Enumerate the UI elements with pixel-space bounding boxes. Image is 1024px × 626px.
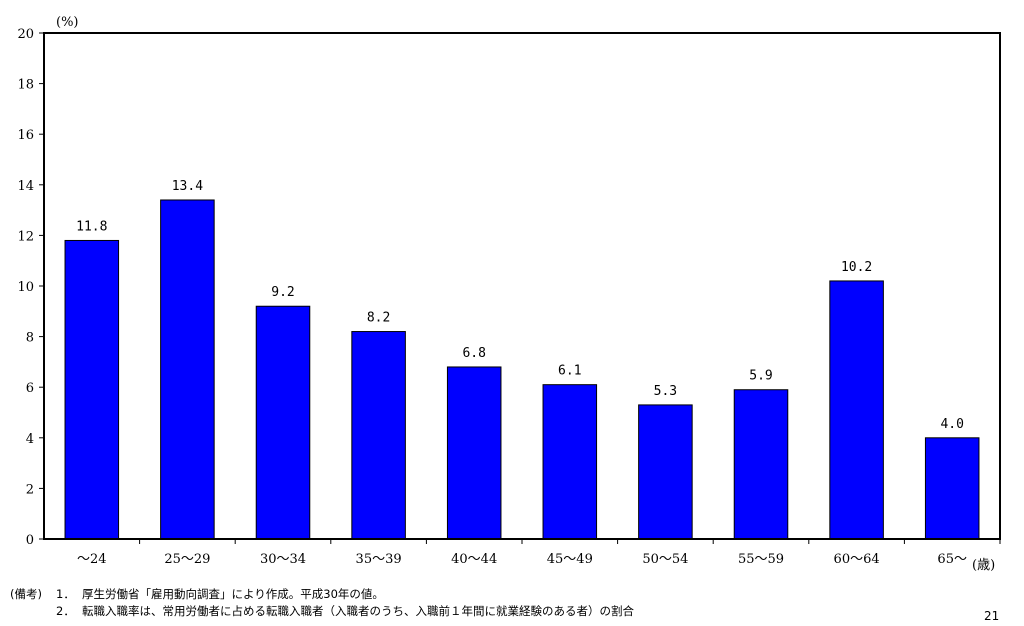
data-label: 6.1 xyxy=(558,364,581,379)
y-tick-label: 6 xyxy=(26,381,34,396)
data-label: 5.3 xyxy=(654,384,677,399)
footnote-tag: (備考) xyxy=(10,587,42,601)
data-label: 8.2 xyxy=(367,311,390,326)
data-label: 10.2 xyxy=(841,260,872,275)
bar xyxy=(829,280,884,540)
x-tick-label: 25～29 xyxy=(164,552,210,567)
bar xyxy=(64,239,120,540)
y-tick-label: 16 xyxy=(17,128,34,143)
page-number: 21 xyxy=(984,609,1000,623)
bar xyxy=(160,199,215,540)
footnote-number: 2． xyxy=(56,604,75,618)
x-tick-label: 60～64 xyxy=(834,552,880,567)
x-tick-label: 45～49 xyxy=(547,552,593,567)
footnote-text: 厚生労働省「雇用動向調査」により作成。平成30年の値。 xyxy=(82,587,384,601)
y-tick-label: 4 xyxy=(26,432,34,447)
plot-frame xyxy=(43,32,1001,540)
data-label: 9.2 xyxy=(271,285,294,300)
bar xyxy=(351,331,406,540)
footnote-text: 転職入職率は、常用労働者に占める転職入職者（入職者のうち、入職前１年間に就業経験… xyxy=(82,604,634,618)
footnotes: (備考) 1． 厚生労働省「雇用動向調査」により作成。平成30年の値。 2． 転… xyxy=(10,586,634,620)
bar xyxy=(733,389,789,540)
footnote-number: 1． xyxy=(56,587,75,601)
y-tick-label: 2 xyxy=(26,482,34,497)
bar xyxy=(638,404,693,540)
x-tick-label: 30～34 xyxy=(260,552,306,567)
y-tick-label: 10 xyxy=(17,280,34,295)
y-axis-unit: (%) xyxy=(56,15,79,30)
footnote-row: (備考) 1． 厚生労働省「雇用動向調査」により作成。平成30年の値。 xyxy=(10,586,634,603)
data-label: 13.4 xyxy=(172,179,203,194)
y-tick-label: 0 xyxy=(26,533,34,548)
x-tick-label: 65～ xyxy=(937,552,967,567)
footnote-row: 2． 転職入職率は、常用労働者に占める転職入職者（入職者のうち、入職前１年間に就… xyxy=(10,603,634,620)
data-label: 5.9 xyxy=(749,369,772,384)
y-tick-label: 20 xyxy=(17,27,34,42)
x-tick-label: 50～54 xyxy=(642,552,688,567)
data-label: 4.0 xyxy=(940,417,963,432)
y-tick-label: 18 xyxy=(17,78,34,93)
y-tick-label: 12 xyxy=(17,229,34,244)
bar-chart: (%) (歳) 11.8 13.4 9.2 8.2 6.8 6.1 5.3 5.9 10.2 4.… xyxy=(17,15,1001,573)
bar xyxy=(446,366,502,540)
bar xyxy=(542,384,598,540)
x-axis-unit: (歳) xyxy=(972,558,995,573)
x-tick-label: 40～44 xyxy=(451,552,497,567)
x-tick-label: 35～39 xyxy=(356,552,402,567)
bar xyxy=(924,437,980,540)
y-tick-label: 8 xyxy=(26,331,34,346)
bar xyxy=(255,305,311,540)
data-label: 6.8 xyxy=(462,346,485,361)
y-tick-label: 14 xyxy=(17,179,34,194)
x-tick-label: 55～59 xyxy=(738,552,784,567)
data-label: 11.8 xyxy=(76,219,107,234)
x-tick-label: ～24 xyxy=(77,552,107,567)
